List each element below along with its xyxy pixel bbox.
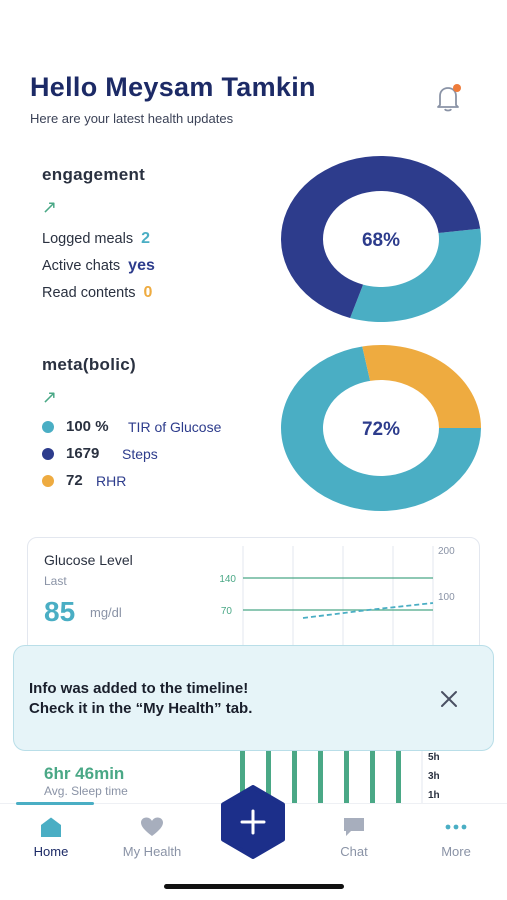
tab-my-health[interactable]: My Health: [112, 816, 192, 859]
donut-segments: [281, 345, 481, 511]
sleep-bar: [396, 751, 401, 803]
active-tab-indicator: [16, 802, 94, 805]
tab-label: More: [441, 844, 471, 859]
chart-gridlines: [242, 546, 434, 649]
metabolic-title: meta(bolic): [42, 355, 136, 374]
stat-label: Active chats: [42, 257, 121, 274]
engagement-percent: 68%: [362, 230, 400, 251]
donut-segment-remaining: [350, 228, 481, 322]
donut-segment-engagement: [281, 156, 481, 318]
sleep-card[interactable]: 6hr 46min Avg. Sleep time 5h 3h 1h: [27, 751, 480, 803]
bullet-dot: [42, 474, 54, 487]
stat-label: RHR: [96, 472, 127, 489]
tab-label: My Health: [122, 844, 182, 859]
sleep-bar: [318, 751, 323, 803]
toast-line: Check it in the “My Health” tab.: [29, 700, 253, 717]
metabolic-section[interactable]: meta(bolic) ↗ 100 % TIR of Glucose 1679 …: [42, 355, 221, 494]
stat-label: Read contents: [42, 284, 136, 301]
stat-value: yes: [128, 256, 155, 274]
glucose-title: Glucose Level: [44, 552, 133, 568]
header: Hello Meysam Tamkin Here are your latest…: [30, 72, 430, 126]
glucose-value: 85: [44, 596, 76, 627]
donut-segment-remaining: [362, 345, 481, 428]
axis-tick-label: 1h: [428, 790, 440, 801]
glucose-card[interactable]: Glucose Level Last 85 mg/dl 140 70 200 1…: [27, 537, 480, 677]
metabolic-donut-chart[interactable]: 72%: [280, 344, 482, 512]
chat-icon: [344, 818, 364, 836]
tab-label: Chat: [340, 844, 368, 859]
bullet-dot: [42, 447, 54, 460]
stat-tir: 100 % TIR of Glucose: [42, 413, 221, 440]
page-subtitle: Here are your latest health updates: [30, 111, 234, 126]
glucose-trend-line: [302, 602, 434, 619]
home-icon: [41, 817, 61, 837]
stat-value: 2: [141, 229, 150, 247]
sleep-label: Avg. Sleep time: [44, 784, 128, 798]
stat-value: 1679: [66, 445, 100, 462]
sleep-bar: [240, 751, 245, 803]
home-indicator: [164, 884, 344, 889]
axis-tick-label: 100: [438, 592, 455, 603]
sleep-bars: [240, 751, 401, 803]
trend-up-icon: ↗: [42, 197, 58, 217]
glucose-line-chart: 140 70 200 100: [219, 546, 455, 649]
page-title: Hello Meysam Tamkin: [30, 72, 316, 102]
axis-tick-label: 5h: [428, 752, 440, 763]
tab-label: Home: [33, 844, 69, 859]
close-icon[interactable]: [438, 688, 460, 710]
notification-bell-icon[interactable]: [430, 80, 466, 116]
toast-line: Info was added to the timeline!: [29, 680, 249, 697]
stat-value: 72: [66, 472, 83, 489]
axis-tick-label: 3h: [428, 771, 440, 782]
stat-value: 0: [143, 283, 153, 301]
trend-up-icon: ↗: [42, 387, 58, 407]
donut-segments: [281, 156, 481, 322]
axis-tick-label: 70: [221, 606, 233, 617]
plus-icon: [240, 809, 266, 835]
engagement-donut-chart[interactable]: 68%: [280, 155, 482, 323]
info-toast[interactable]: Info was added to the timeline! Check it…: [13, 645, 494, 751]
sleep-bar: [266, 751, 271, 803]
stat-active-chats: Active chats yes: [42, 252, 155, 279]
stat-read-contents: Read contents 0: [42, 279, 155, 306]
toast-message: Info was added to the timeline! Check it…: [29, 679, 252, 719]
sleep-bar-chart: 5h 3h 1h: [240, 751, 440, 803]
sleep-bar: [344, 751, 349, 803]
donut-segment-metabolic: [281, 346, 481, 511]
stat-rhr: 72 RHR: [42, 467, 221, 494]
add-button[interactable]: [216, 785, 290, 859]
stat-steps: 1679 Steps: [42, 440, 221, 467]
glucose-last-label: Last: [44, 574, 67, 588]
glucose-unit: mg/dl: [90, 605, 122, 620]
sleep-bar: [370, 751, 375, 803]
stat-label: Logged meals: [42, 230, 134, 247]
tab-more[interactable]: More: [416, 816, 496, 859]
axis-tick-label: 140: [219, 574, 236, 585]
engagement-section[interactable]: engagement ↗ Logged meals 2 Active chats…: [42, 165, 155, 306]
stat-label: Steps: [122, 445, 158, 462]
stat-label: TIR of Glucose: [128, 418, 222, 435]
sleep-bar: [292, 751, 297, 803]
stat-value: 100 %: [66, 418, 109, 435]
metabolic-percent: 72%: [362, 419, 400, 440]
tab-chat[interactable]: Chat: [314, 816, 394, 859]
sleep-value: 6hr 46min: [44, 764, 125, 783]
axis-tick-label: 200: [438, 546, 455, 557]
engagement-title: engagement: [42, 165, 146, 184]
stat-logged-meals: Logged meals 2: [42, 225, 155, 252]
tab-home[interactable]: Home: [11, 816, 91, 859]
bullet-dot: [42, 420, 54, 433]
heart-icon: [141, 817, 163, 836]
more-icon: [445, 824, 467, 830]
